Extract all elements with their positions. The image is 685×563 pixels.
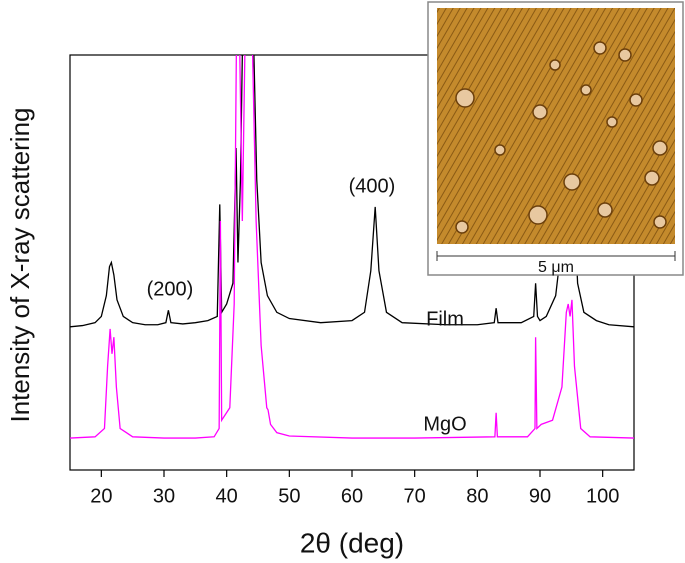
- x-tick-label: 100: [586, 485, 619, 507]
- annotation: (400): [349, 175, 396, 197]
- afm-grains: [455, 41, 668, 234]
- annotation: Film: [426, 308, 464, 330]
- x-tick-label: 80: [466, 485, 488, 507]
- x-axis-label: 2θ (deg): [300, 527, 404, 558]
- afm-image: [437, 8, 675, 244]
- x-tick-label: 30: [153, 485, 175, 507]
- scale-label: 5 μm: [538, 259, 574, 276]
- x-tick-label: 60: [341, 485, 363, 507]
- x-tick-label: 50: [278, 485, 300, 507]
- series-line: [70, 55, 634, 439]
- x-tick-label: 40: [216, 485, 238, 507]
- annotation: (200): [147, 278, 194, 300]
- x-tick-label: 90: [529, 485, 551, 507]
- y-axis-label: Intensity of X-ray scattering: [5, 107, 35, 422]
- x-tick-label: 70: [404, 485, 426, 507]
- series-line: [70, 55, 634, 328]
- inset: 5 μm: [427, 1, 684, 276]
- x-tick-label: 20: [90, 485, 112, 507]
- annotation: MgO: [423, 413, 466, 435]
